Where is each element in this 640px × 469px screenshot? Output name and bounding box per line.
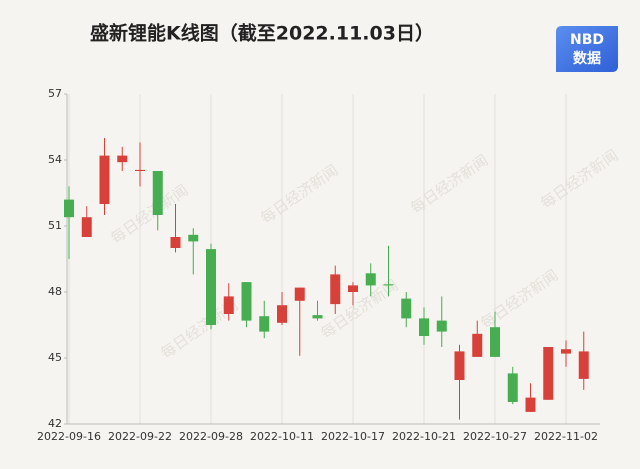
logo-top: NBD xyxy=(570,32,604,48)
y-tick-label: 57 xyxy=(48,87,62,100)
candle-body xyxy=(223,296,234,314)
x-tick-label: 2022-10-17 xyxy=(321,430,385,443)
candle-body xyxy=(436,320,447,332)
y-tick-label: 51 xyxy=(48,219,62,232)
candle-body xyxy=(259,316,270,332)
x-tick-label: 2022-10-21 xyxy=(392,430,456,443)
candle-body xyxy=(241,282,252,321)
candle-body xyxy=(543,347,554,400)
candle-body xyxy=(81,217,92,237)
candle-body xyxy=(188,234,199,242)
candle-body xyxy=(117,155,128,163)
logo-box xyxy=(556,26,618,72)
candle-body xyxy=(170,237,181,248)
candle-body xyxy=(401,298,412,319)
x-tick-label: 2022-11-02 xyxy=(534,430,598,443)
candle-body xyxy=(294,287,305,301)
x-tick-label: 2022-09-22 xyxy=(108,430,172,443)
candle-body xyxy=(454,351,465,380)
y-tick-label: 42 xyxy=(48,417,62,430)
candle-body xyxy=(507,373,518,402)
candle-body xyxy=(99,155,110,204)
candle-body xyxy=(561,349,571,354)
x-tick-label: 2022-09-28 xyxy=(179,430,243,443)
candle-body xyxy=(277,305,287,323)
candle-body xyxy=(64,199,74,218)
y-tick-label: 54 xyxy=(48,153,62,166)
candle-body xyxy=(472,333,483,357)
logo: NBD 数据 xyxy=(556,26,618,72)
candle-body xyxy=(348,285,358,292)
candle-body xyxy=(490,327,500,357)
candle-body xyxy=(578,351,589,379)
candle-body xyxy=(135,169,145,171)
x-tick-label: 2022-09-16 xyxy=(37,430,101,443)
candle-body xyxy=(525,397,536,412)
candle-body xyxy=(206,249,216,325)
y-tick-label: 45 xyxy=(48,351,62,364)
candle-body xyxy=(365,273,376,286)
chart-title: 盛新锂能K线图（截至2022.11.03日） xyxy=(90,22,434,45)
candle-body xyxy=(383,284,394,286)
candle-body xyxy=(312,315,323,319)
candle-body xyxy=(419,318,429,336)
candle-body xyxy=(330,274,341,305)
y-tick-label: 48 xyxy=(48,285,62,298)
candle-body xyxy=(152,171,163,215)
x-tick-label: 2022-10-11 xyxy=(250,430,314,443)
x-tick-label: 2022-10-27 xyxy=(463,430,527,443)
logo-bottom: 数据 xyxy=(573,50,601,67)
